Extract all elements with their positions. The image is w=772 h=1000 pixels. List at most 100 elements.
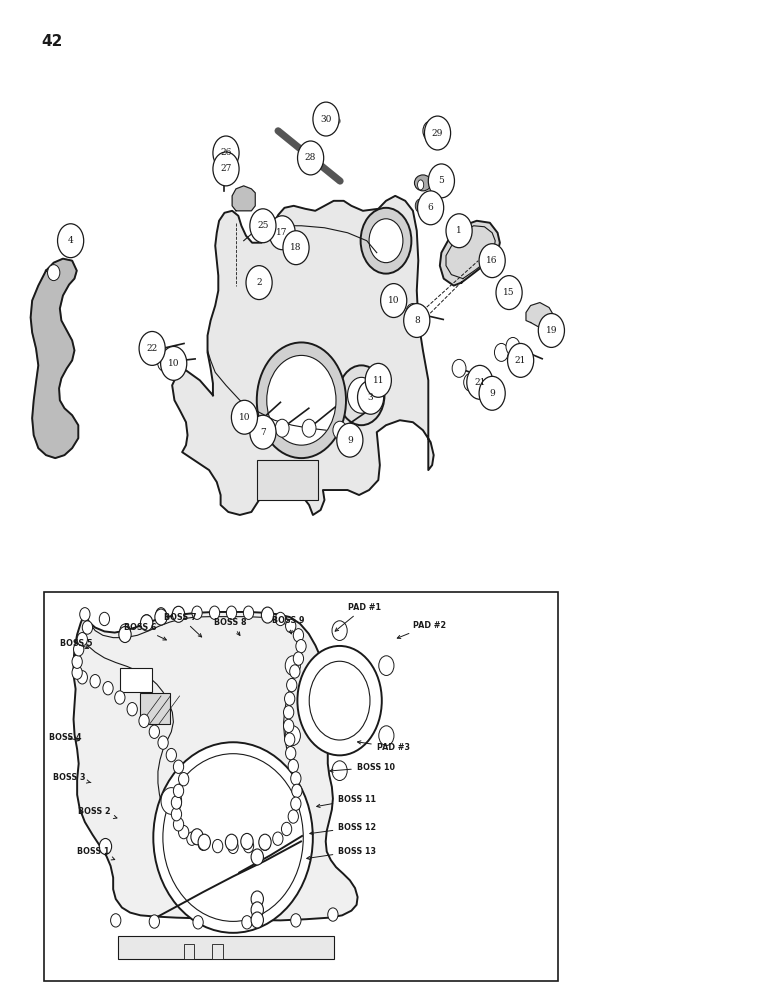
Circle shape (149, 915, 160, 928)
Circle shape (174, 818, 184, 831)
Text: 29: 29 (432, 129, 443, 138)
Circle shape (141, 615, 152, 628)
Text: BOSS 4: BOSS 4 (49, 733, 82, 742)
Circle shape (292, 784, 302, 798)
Circle shape (100, 612, 110, 626)
Circle shape (166, 748, 177, 762)
Circle shape (291, 772, 301, 785)
Circle shape (296, 640, 306, 653)
Circle shape (286, 678, 297, 692)
Text: BOSS 12: BOSS 12 (310, 823, 377, 835)
Circle shape (241, 833, 253, 849)
Circle shape (418, 191, 444, 225)
Circle shape (198, 834, 211, 850)
Text: 4: 4 (68, 236, 73, 245)
Circle shape (251, 849, 263, 865)
Circle shape (139, 714, 149, 728)
Circle shape (285, 733, 295, 746)
Text: PAD #2: PAD #2 (398, 621, 446, 638)
Text: PAD #1: PAD #1 (335, 603, 381, 631)
Circle shape (262, 608, 273, 621)
Text: 9: 9 (489, 389, 495, 398)
Bar (141, 693, 171, 724)
Circle shape (338, 365, 384, 425)
Circle shape (282, 822, 292, 836)
Text: 7: 7 (260, 428, 266, 437)
Circle shape (127, 703, 137, 716)
Circle shape (157, 353, 171, 371)
Circle shape (297, 141, 323, 175)
Ellipse shape (418, 180, 424, 190)
Circle shape (119, 627, 131, 643)
Circle shape (404, 304, 430, 337)
Circle shape (77, 671, 87, 684)
Circle shape (288, 810, 299, 823)
Circle shape (250, 415, 276, 449)
Text: BOSS 8: BOSS 8 (215, 618, 247, 635)
Text: 27: 27 (220, 164, 232, 173)
Text: BOSS 10: BOSS 10 (330, 763, 394, 772)
Circle shape (149, 725, 160, 738)
Text: 22: 22 (147, 344, 157, 353)
Circle shape (538, 314, 564, 347)
Text: 10: 10 (388, 296, 399, 305)
Circle shape (273, 832, 283, 845)
Circle shape (257, 342, 346, 458)
Polygon shape (526, 303, 554, 330)
Circle shape (174, 784, 184, 798)
Circle shape (243, 606, 254, 619)
Circle shape (332, 621, 347, 640)
Circle shape (141, 615, 153, 631)
Circle shape (361, 208, 411, 274)
Circle shape (293, 652, 303, 665)
Circle shape (226, 606, 237, 619)
Circle shape (506, 337, 520, 355)
Circle shape (259, 834, 271, 850)
Circle shape (171, 796, 181, 809)
Circle shape (251, 912, 263, 928)
Text: 2: 2 (256, 278, 262, 287)
Circle shape (428, 164, 455, 198)
Circle shape (243, 839, 254, 853)
Bar (184, 944, 194, 959)
Circle shape (110, 914, 121, 927)
Circle shape (172, 606, 185, 622)
Circle shape (260, 837, 270, 850)
Circle shape (297, 646, 382, 755)
Text: 3: 3 (367, 393, 374, 402)
Text: 10: 10 (168, 359, 179, 368)
Circle shape (365, 363, 391, 397)
Circle shape (276, 612, 286, 626)
Circle shape (286, 746, 296, 760)
Text: 6: 6 (428, 203, 434, 212)
Text: 8: 8 (414, 316, 420, 325)
Bar (212, 944, 223, 959)
Circle shape (249, 416, 262, 434)
Circle shape (290, 665, 300, 678)
Circle shape (283, 231, 309, 265)
Circle shape (467, 365, 493, 399)
Text: 21: 21 (515, 356, 527, 365)
Circle shape (192, 606, 202, 619)
Text: 25: 25 (257, 221, 269, 230)
Circle shape (285, 726, 300, 745)
Circle shape (213, 136, 239, 170)
Polygon shape (232, 186, 256, 211)
Circle shape (379, 726, 394, 745)
Circle shape (115, 691, 125, 704)
Circle shape (77, 633, 87, 646)
Circle shape (228, 840, 239, 854)
Text: 21: 21 (474, 378, 486, 387)
Circle shape (337, 423, 363, 457)
Circle shape (161, 346, 187, 380)
Circle shape (302, 419, 316, 437)
Circle shape (272, 226, 282, 240)
Text: 18: 18 (290, 243, 302, 252)
Text: 19: 19 (546, 326, 557, 335)
Circle shape (464, 373, 478, 391)
Polygon shape (440, 221, 499, 286)
Circle shape (174, 760, 184, 773)
Circle shape (328, 908, 338, 921)
Circle shape (193, 916, 203, 929)
Circle shape (406, 304, 420, 321)
